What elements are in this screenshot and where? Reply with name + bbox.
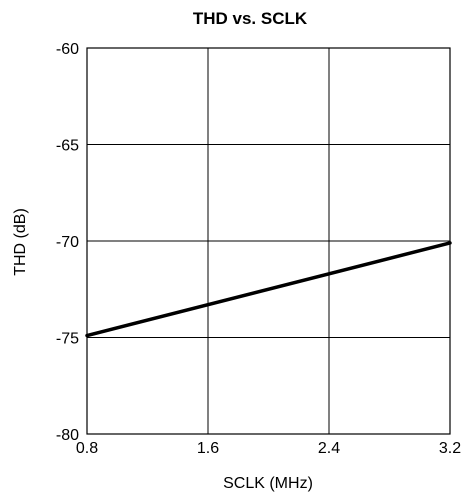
x-axis-label: SCLK (MHz) bbox=[223, 475, 313, 492]
x-axis-ticks: 0.8 1.6 2.4 3.2 bbox=[76, 440, 461, 457]
plot-area-border bbox=[86, 47, 451, 435]
y-tick-label: -60 bbox=[56, 41, 79, 58]
y-tick-label: -65 bbox=[56, 138, 79, 155]
y-tick-label: -75 bbox=[56, 331, 79, 348]
y-axis-label: THD (dB) bbox=[12, 208, 29, 276]
y-axis-ticks: -60 -65 -70 -75 -80 bbox=[56, 41, 79, 444]
x-tick-label: 3.2 bbox=[439, 440, 461, 457]
x-tick-label: 2.4 bbox=[318, 440, 340, 457]
y-tick-label: -80 bbox=[56, 427, 79, 444]
x-tick-label: 1.6 bbox=[197, 440, 219, 457]
data-series bbox=[85, 241, 452, 338]
x-tick-label: 0.8 bbox=[76, 440, 98, 457]
grid-lines bbox=[86, 47, 451, 435]
y-tick-label: -70 bbox=[56, 234, 79, 251]
chart-title: THD vs. SCLK bbox=[193, 9, 308, 28]
series-line bbox=[85, 241, 452, 338]
